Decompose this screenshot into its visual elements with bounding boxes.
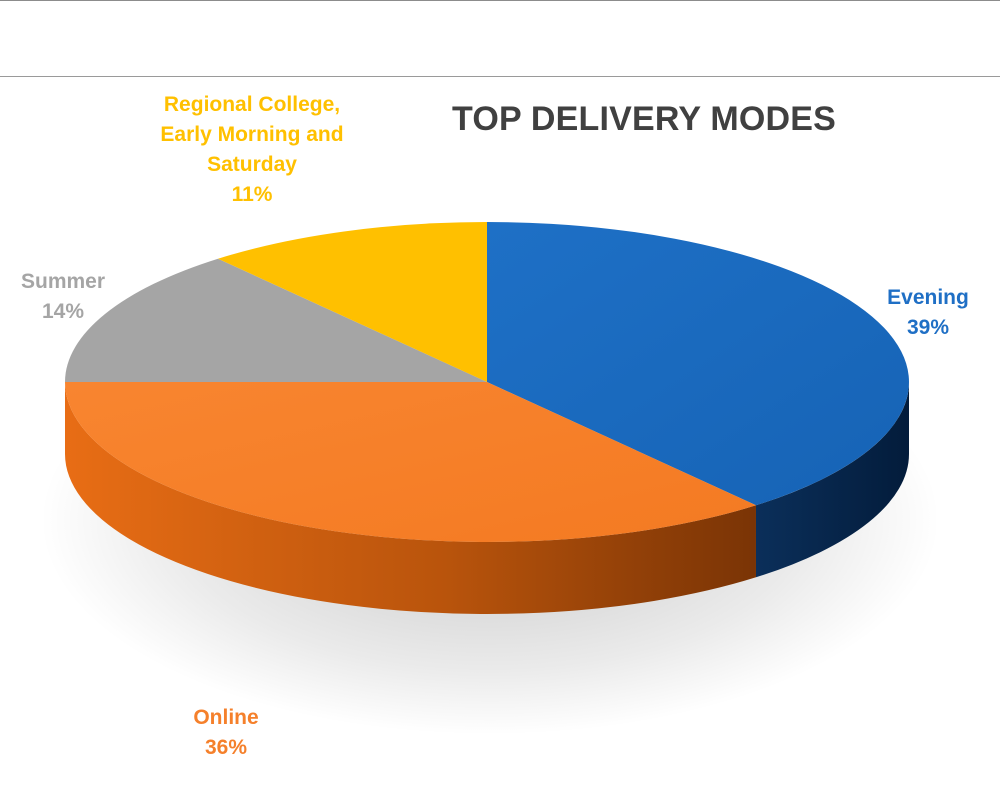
pie-slice-evening <box>487 222 909 506</box>
slice-name-line-1: Regional College, <box>163 93 341 116</box>
slice-name: Evening <box>887 286 969 309</box>
slice-name-line-3: Saturday <box>207 153 297 176</box>
chart-title: TOP DELIVERY MODES <box>452 100 836 138</box>
pie-slice-summer <box>65 258 487 382</box>
slice-value: 39% <box>906 316 950 339</box>
slice-label-summer: Summer 14% <box>4 267 122 327</box>
pie-side-online <box>65 382 756 614</box>
slice-label-evening: Evening 39% <box>870 283 986 343</box>
slice-name: Online <box>193 706 259 729</box>
pie-slice-regional <box>218 222 487 382</box>
pie-side-evening <box>755 382 909 578</box>
pie-slice-online <box>65 382 756 542</box>
slice-label-regional: Regional College, Early Morning and Satu… <box>132 90 372 210</box>
slice-name-line-2: Early Morning and <box>160 123 344 146</box>
slice-value: 36% <box>204 736 248 759</box>
frame-divider-line <box>0 76 1000 77</box>
slice-label-online: Online 36% <box>170 703 282 763</box>
pie-top-faces <box>65 222 909 542</box>
slice-value: 11% <box>231 183 273 206</box>
pie-side-walls <box>65 382 909 614</box>
frame-top-line <box>0 0 1000 1</box>
slice-name: Summer <box>20 270 106 293</box>
slice-value: 14% <box>41 300 85 323</box>
